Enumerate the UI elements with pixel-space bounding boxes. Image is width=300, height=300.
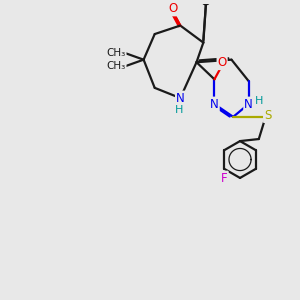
Text: N: N (210, 98, 219, 110)
Text: S: S (264, 109, 272, 122)
Text: H: H (175, 105, 183, 115)
Text: CH₃: CH₃ (106, 48, 126, 58)
Text: CH₃: CH₃ (106, 61, 126, 71)
Text: O: O (168, 2, 177, 15)
Text: H: H (255, 96, 263, 106)
Text: N: N (176, 92, 185, 105)
Text: O: O (218, 56, 227, 69)
Text: F: F (221, 172, 228, 184)
Text: N: N (244, 98, 253, 110)
